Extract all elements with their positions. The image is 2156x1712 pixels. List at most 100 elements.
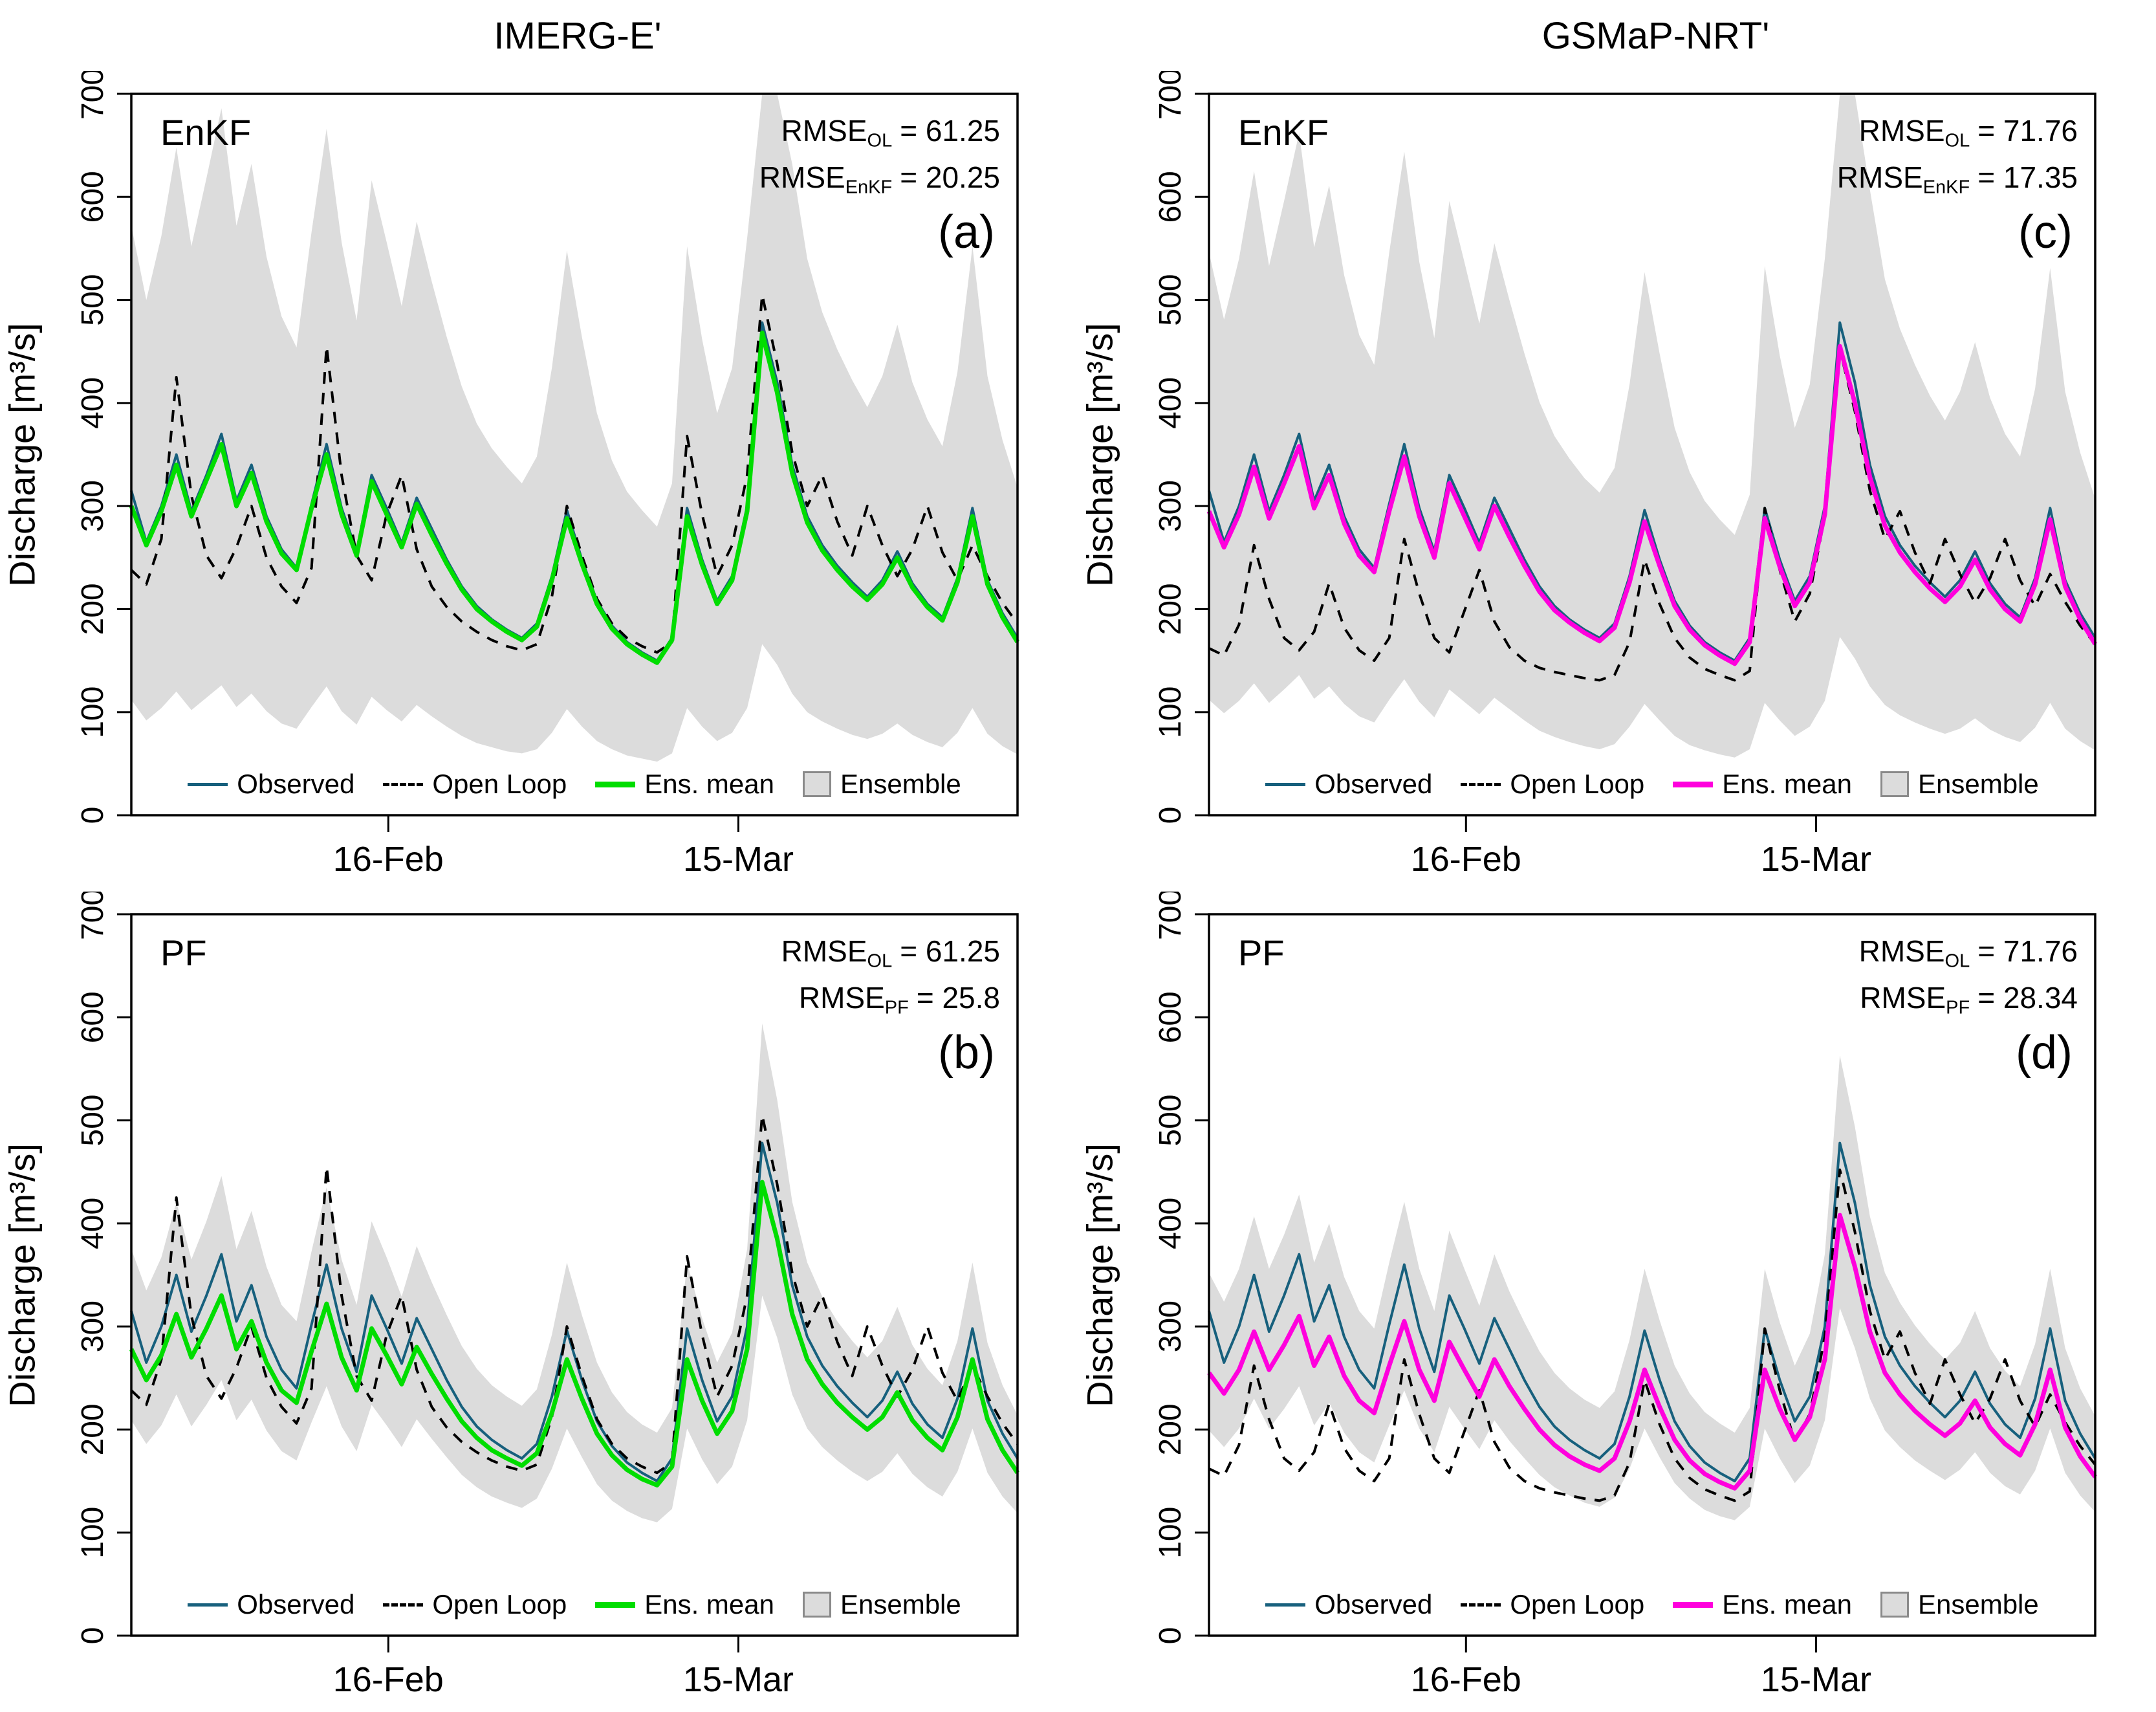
legend: Observed Open Loop Ens. mean Ensemble — [1209, 1589, 2095, 1620]
legend-open-loop: Open Loop — [1461, 1589, 1644, 1620]
legend-ensemble: Ensemble — [802, 1589, 961, 1620]
panel-letter: (a) — [938, 206, 995, 258]
svg-text:0: 0 — [76, 807, 110, 824]
svg-text:0: 0 — [1153, 807, 1188, 824]
svg-text:500: 500 — [1153, 274, 1188, 326]
svg-text:0: 0 — [76, 1627, 110, 1645]
legend-ens-mean: Ens. mean — [1673, 769, 1852, 800]
svg-text:600: 600 — [76, 991, 110, 1043]
y-axis-label: Discharge [m³/s] — [1079, 1143, 1120, 1407]
legend-observed: Observed — [1265, 1589, 1432, 1620]
legend-ensemble: Ensemble — [1880, 1589, 2039, 1620]
svg-text:15-Mar: 15-Mar — [1761, 840, 1871, 879]
legend: Observed Open Loop Ens. mean Ensemble — [131, 769, 1018, 800]
panel-c: 0 100 200 300 400 500 600 700 16-Feb 15-Mar Disch… — [1078, 71, 2155, 892]
svg-text:15-Mar: 15-Mar — [1761, 1660, 1871, 1699]
svg-text:16-Feb: 16-Feb — [1411, 1660, 1521, 1699]
svg-text:16-Feb: 16-Feb — [333, 840, 444, 879]
chart-a: 0 100 200 300 400 500 600 700 16-Feb 15-Mar — [76, 71, 1019, 879]
svg-text:100: 100 — [76, 1507, 110, 1559]
svg-text:16-Feb: 16-Feb — [333, 1660, 444, 1699]
rmse-da: RMSEPF = 25.8 — [798, 981, 1000, 1018]
observed-line-swatch — [1265, 782, 1306, 786]
svg-text:100: 100 — [1153, 686, 1188, 738]
chart-c: 0 100 200 300 400 500 600 700 16-Feb 15-Mar — [1153, 71, 2097, 879]
svg-text:300: 300 — [76, 1300, 110, 1352]
svg-text:200: 200 — [76, 583, 110, 635]
panel-letter: (b) — [938, 1027, 995, 1079]
rmse-ol: RMSEOL = 61.25 — [781, 934, 1000, 972]
rmse-da: RMSEPF = 28.34 — [1860, 981, 2078, 1018]
legend-observed: Observed — [188, 1589, 354, 1620]
chart-b: 0 100 200 300 400 500 600 700 16-Feb 15-Mar — [76, 892, 1019, 1699]
rmse-block: RMSEOL = 61.25 RMSEEnKF = 20.25 — [759, 109, 1000, 202]
svg-text:200: 200 — [76, 1403, 110, 1455]
svg-text:500: 500 — [1153, 1095, 1188, 1147]
legend: Observed Open Loop Ens. mean Ensemble — [1209, 769, 2095, 800]
legend-open-loop: Open Loop — [1461, 769, 1644, 800]
legend-ensemble: Ensemble — [802, 769, 961, 800]
ensemble-band-swatch — [1880, 771, 1909, 797]
svg-text:400: 400 — [76, 377, 110, 429]
svg-text:0: 0 — [1153, 1627, 1188, 1645]
svg-text:200: 200 — [1153, 1403, 1188, 1455]
y-axis-label: Discharge [m³/s] — [1079, 323, 1120, 587]
svg-text:16-Feb: 16-Feb — [1411, 840, 1521, 879]
svg-text:400: 400 — [1153, 1198, 1188, 1249]
svg-text:100: 100 — [76, 686, 110, 738]
legend-ens-mean: Ens. mean — [1673, 1589, 1852, 1620]
svg-text:700: 700 — [76, 892, 110, 940]
svg-text:300: 300 — [76, 480, 110, 532]
svg-text:600: 600 — [1153, 171, 1188, 223]
legend-ens-mean: Ens. mean — [595, 769, 774, 800]
svg-text:200: 200 — [1153, 583, 1188, 635]
method-label: EnKF — [160, 112, 252, 153]
svg-text:500: 500 — [76, 1095, 110, 1147]
legend-observed: Observed — [188, 769, 354, 800]
panel-a: 0 100 200 300 400 500 600 700 16-Feb 15-Mar Disch… — [0, 71, 1078, 892]
ens-mean-line-swatch — [1673, 781, 1714, 787]
legend-open-loop: Open Loop — [383, 1589, 567, 1620]
svg-text:400: 400 — [1153, 377, 1188, 429]
open-loop-line-swatch — [383, 782, 424, 786]
legend-ensemble: Ensemble — [1880, 769, 2039, 800]
panel-letter: (c) — [2018, 206, 2073, 258]
rmse-block: RMSEOL = 71.76 RMSEPF = 28.34 — [1859, 929, 2078, 1022]
svg-text:600: 600 — [76, 171, 110, 223]
method-label: EnKF — [1238, 112, 1329, 153]
open-loop-line-swatch — [1461, 1603, 1501, 1607]
svg-text:300: 300 — [1153, 480, 1188, 532]
svg-text:400: 400 — [76, 1198, 110, 1249]
svg-text:500: 500 — [76, 274, 110, 326]
y-axis-label: Discharge [m³/s] — [1, 323, 43, 587]
legend-observed: Observed — [1265, 769, 1432, 800]
svg-text:15-Mar: 15-Mar — [683, 1660, 794, 1699]
rmse-da: RMSEEnKF = 20.25 — [759, 160, 1000, 198]
y-axis-label: Discharge [m³/s] — [1, 1143, 43, 1407]
legend-ens-mean: Ens. mean — [595, 1589, 774, 1620]
rmse-block: RMSEOL = 71.76 RMSEEnKF = 17.35 — [1837, 109, 2078, 202]
ens-mean-line-swatch — [595, 781, 636, 787]
observed-line-swatch — [1265, 1603, 1306, 1607]
method-label: PF — [160, 932, 207, 973]
svg-text:600: 600 — [1153, 991, 1188, 1043]
svg-text:700: 700 — [1153, 892, 1188, 940]
rmse-ol: RMSEOL = 61.25 — [781, 114, 1000, 151]
chart-d: 0 100 200 300 400 500 600 700 16-Feb 15-Mar — [1153, 892, 2097, 1699]
open-loop-line-swatch — [383, 1603, 424, 1607]
column-title-gsmap: GSMaP-NRT' — [1541, 14, 1770, 57]
rmse-block: RMSEOL = 61.25 RMSEPF = 25.8 — [781, 929, 1000, 1022]
ensemble-band-swatch — [1880, 1592, 1909, 1618]
ens-mean-line-swatch — [595, 1601, 636, 1608]
legend-open-loop: Open Loop — [383, 769, 567, 800]
rmse-ol: RMSEOL = 71.76 — [1858, 114, 2078, 151]
ens-mean-line-swatch — [1673, 1601, 1714, 1608]
panel-b: 0 100 200 300 400 500 600 700 16-Feb 15-Mar Disch… — [0, 892, 1078, 1712]
ensemble-band-swatch — [802, 1592, 831, 1618]
column-title-imerg: IMERG-E' — [494, 14, 662, 57]
open-loop-line-swatch — [1461, 782, 1501, 786]
svg-text:15-Mar: 15-Mar — [683, 840, 794, 879]
observed-line-swatch — [188, 782, 228, 786]
observed-line-swatch — [188, 1603, 228, 1607]
